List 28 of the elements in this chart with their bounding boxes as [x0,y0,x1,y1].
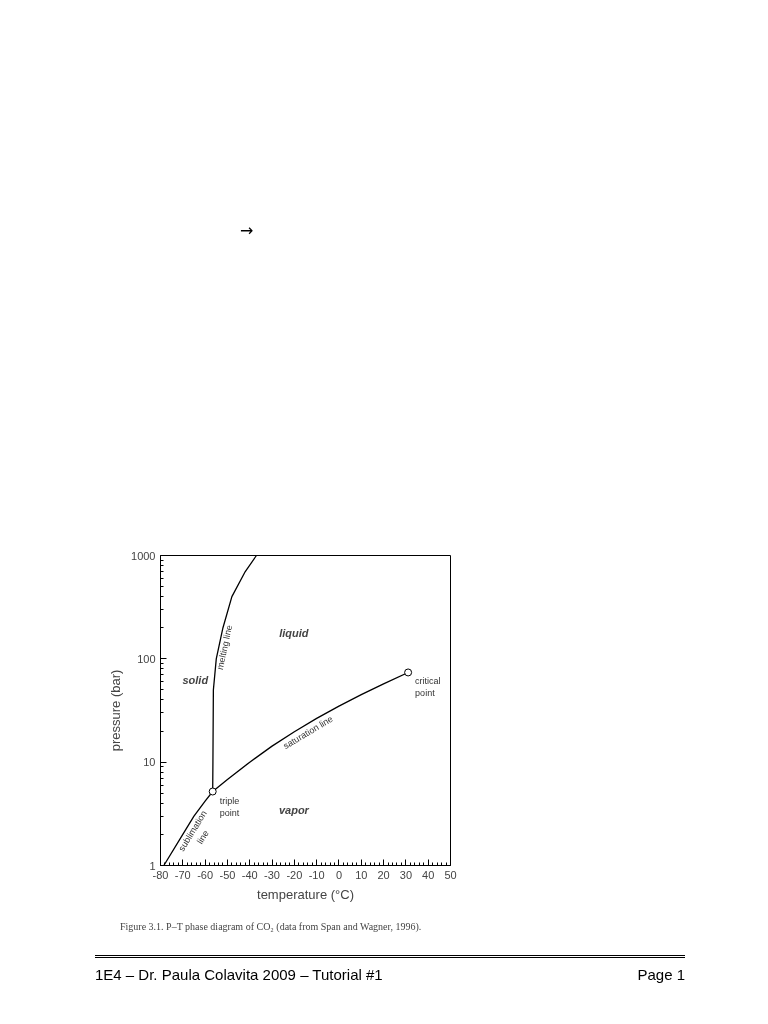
x-tick-label: -10 [308,868,325,881]
x-tick-label: -60 [197,868,214,881]
x-tick-label: 0 [335,868,343,881]
y-tick-label: 10 [143,756,156,769]
text: → [240,220,254,242]
text: Page 1 [637,965,685,985]
text: 1E4 – Dr. Paula Colavita 2009 – Tutorial #1 [95,965,383,985]
y-tick-label: 1000 [131,549,156,562]
x-tick-label: 30 [399,868,413,881]
x-tick-label: 40 [422,868,435,881]
caption: Figure 3.1. P–T phase diagram of CO₂ (data from Span and Wagner, 1996). [120,920,422,934]
x-tick-label: -30 [264,868,280,881]
x-tick-label: 10 [355,868,368,881]
text: melting line [214,624,235,671]
annotation: triple point [219,795,240,818]
annotation: liquid [279,627,309,639]
annotation: critical point [415,676,441,699]
x-tick-label: 50 [444,868,457,881]
annotation: vapor [278,803,310,816]
x-tick-label: -70 [174,868,191,881]
x-tick-label: -20 [286,868,303,881]
x-tick-label: -50 [219,868,236,881]
x-axis-title: temperature (°C) [257,886,354,902]
y-axis-title: pressure (bar) [108,669,124,752]
x-tick-label: 20 [377,868,390,881]
y-tick-label: 100 [137,652,156,665]
annotation: solid [182,673,209,686]
x-tick-label: -40 [241,868,258,881]
